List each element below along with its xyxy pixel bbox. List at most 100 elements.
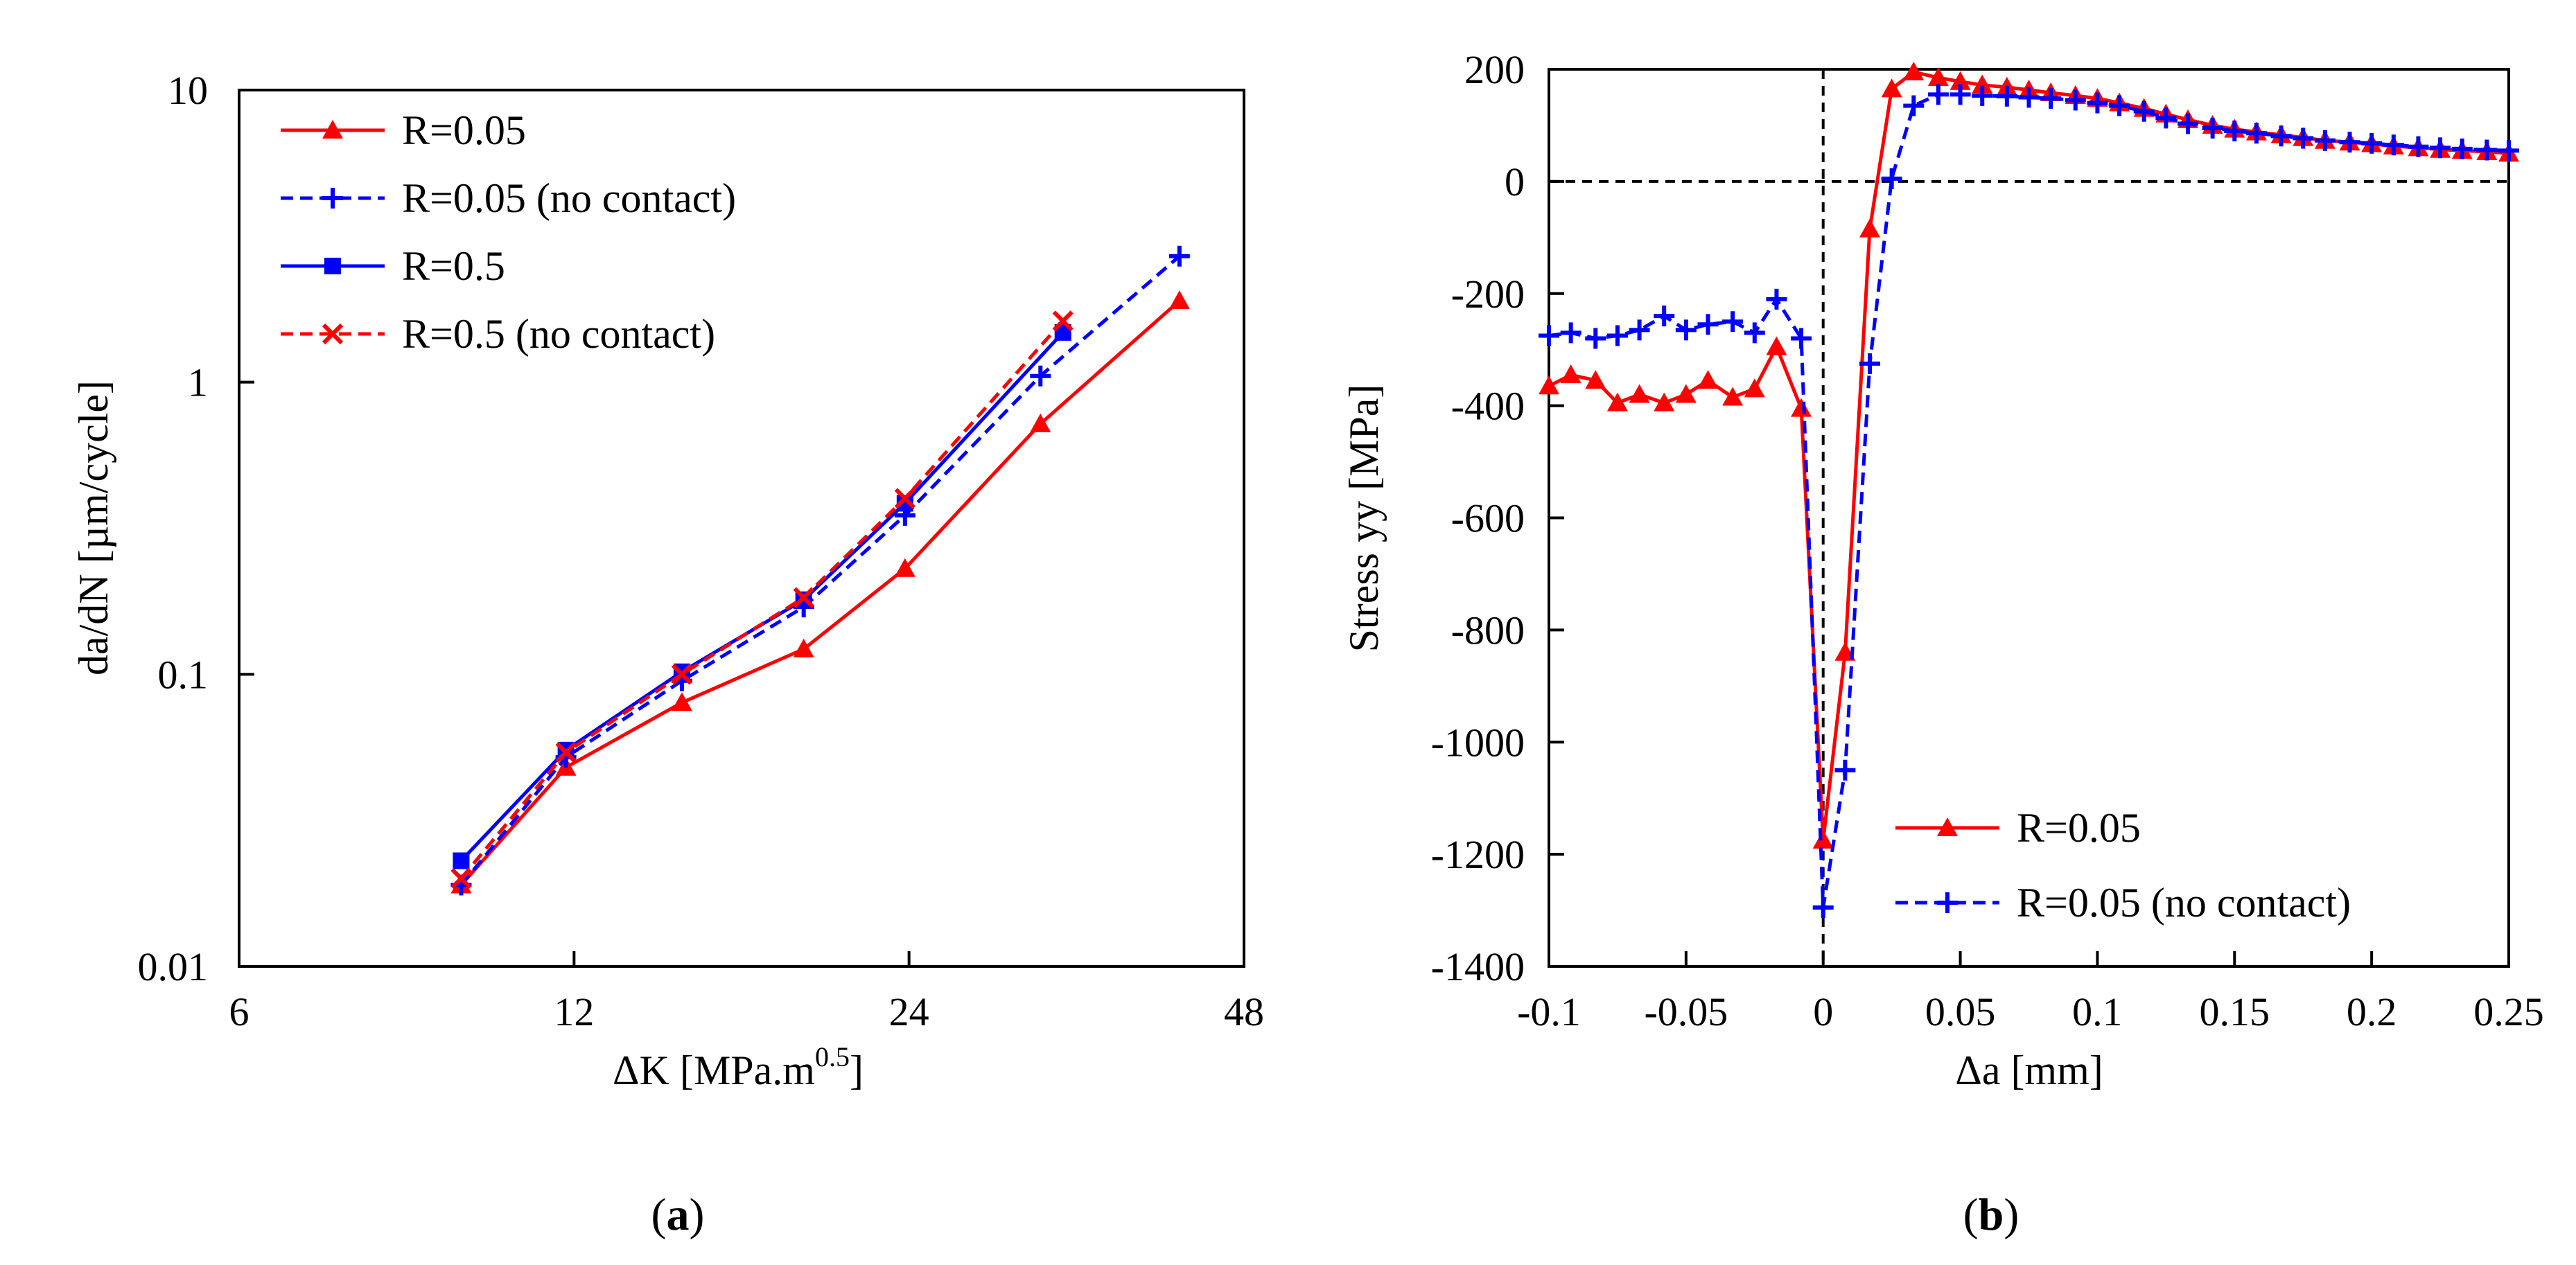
chart-a-legend-marker-3-d2 xyxy=(322,323,344,345)
chart-a-point-3-5-d2 xyxy=(1052,310,1074,332)
chart-b-point-1-3 xyxy=(1606,325,1628,346)
chart-b-point-0-14 xyxy=(1859,218,1880,238)
chart-a-point-0-4 xyxy=(894,558,915,577)
chart-b-point-1-0 xyxy=(1539,325,1559,346)
chart-b-point-1-33 xyxy=(2293,127,2314,149)
chart-b-point-0-0 xyxy=(1539,375,1559,395)
chart-b-point-1-23 xyxy=(2065,89,2086,111)
chart-a-xlabel-sup: 0.5 xyxy=(815,1041,850,1072)
chart-b-point-1-15 xyxy=(1881,168,1902,189)
chart-b-point-1-29 xyxy=(2202,117,2223,139)
chart-b-point-1-32 xyxy=(2270,125,2292,147)
chart-a-ytick-label-2: 1 xyxy=(188,360,208,405)
chart-a-legend-marker-3 xyxy=(322,323,344,345)
chart-b-point-1-8 xyxy=(1722,311,1744,333)
chart-b-point-1-19 xyxy=(1972,85,1993,107)
chart-b-ytick-label-2: -1000 xyxy=(1431,720,1525,765)
chart-a-ticks: 6 12 24 48 0.01 0.1 1 10 xyxy=(138,68,1265,1034)
chart-b-xtick-label-1: -0.05 xyxy=(1644,989,1728,1034)
chart-b-point-0-18 xyxy=(1949,71,1971,90)
chart-a-point-1-5 xyxy=(1030,365,1051,387)
chart-b-ytick-label-5: -400 xyxy=(1451,384,1525,429)
chart-b-reference-lines xyxy=(1549,69,2509,966)
chart-a-legend-label-2: R=0.5 xyxy=(402,243,505,289)
chart-a-point-3-3 xyxy=(793,587,814,608)
chart-b-series-line-1 xyxy=(1548,92,2509,908)
chart-a-legend-marker-2 xyxy=(324,258,341,274)
chart-b-point-1-36 xyxy=(2361,132,2383,154)
chart-a-point-1-6 xyxy=(1168,245,1190,267)
chart-b-point-1-24 xyxy=(2087,92,2108,114)
chart-b-point-1-13 xyxy=(1834,759,1856,781)
chart-b-point-0-16 xyxy=(1903,62,1925,81)
chart-a-panel-label: (a) xyxy=(651,1189,705,1240)
chart-b-point-1-11 xyxy=(1791,328,1812,349)
chart-a-point-3-4-d2 xyxy=(894,488,915,509)
chart-b-point-1-42 xyxy=(2498,140,2519,161)
chart-a-legend-marker-0 xyxy=(322,120,343,139)
chart-b-point-1-31 xyxy=(2245,123,2267,144)
chart-b-point-0-2 xyxy=(1585,370,1606,389)
chart-a-panel-letter: a xyxy=(667,1189,690,1240)
chart-b-point-1-28 xyxy=(2178,113,2199,134)
chart-b-series-line-0 xyxy=(1548,70,2509,841)
chart-a-legend-marker-1 xyxy=(322,188,343,209)
chart-b-point-0-17 xyxy=(1927,67,1949,87)
chart-a-xtick-label-3: 48 xyxy=(1224,989,1264,1034)
chart-b-point-0-4 xyxy=(1629,384,1650,403)
chart-a-point-3-0-d2 xyxy=(450,867,472,890)
chart-b-point-0-7 xyxy=(1697,370,1719,389)
chart-a-xlabel: ΔK [MPa.m0.5] xyxy=(613,1041,864,1093)
chart-b-point-1-7 xyxy=(1697,314,1719,335)
chart-b-ytick-label-1: -1200 xyxy=(1431,832,1525,877)
chart-b-panel-label: (b) xyxy=(1963,1189,2019,1240)
chart-a-plot-frame xyxy=(238,89,1245,968)
chart-b-point-0-1 xyxy=(1560,364,1581,384)
chart-b-point-1-30 xyxy=(2224,121,2245,142)
chart-a-point-3-1 xyxy=(555,742,577,763)
chart-b-xtick-label-5: 0.15 xyxy=(2200,989,2270,1034)
chart-b-xtick-label-4: 0.1 xyxy=(2072,989,2123,1034)
chart-b-xtick-label-7: 0.25 xyxy=(2473,989,2544,1034)
chart-b-legend-label-1: R=0.05 (no contact) xyxy=(2017,880,2351,926)
chart-b-point-1-17 xyxy=(1927,84,1949,105)
chart-a-ytick-label-3: 10 xyxy=(168,68,208,113)
chart-a-series xyxy=(450,245,1190,896)
chart-a-series-line-3 xyxy=(459,319,1064,880)
chart-b-point-1-12 xyxy=(1812,897,1834,919)
chart-b-panel-letter: b xyxy=(1979,1189,2004,1240)
chart-b-point-1-21 xyxy=(2018,87,2040,108)
chart-b-point-0-15 xyxy=(1881,78,1902,98)
chart-a-point-3-5 xyxy=(1052,310,1074,332)
chart-b-point-1-6 xyxy=(1675,319,1697,341)
chart-b-xtick-label-0: -0.1 xyxy=(1517,989,1581,1034)
chart-b-point-0-11 xyxy=(1791,398,1812,417)
chart-b-series xyxy=(1539,62,2519,919)
chart-b-ytick-label-6: -200 xyxy=(1451,272,1525,317)
chart-b-point-1-39 xyxy=(2430,137,2451,159)
chart-b-ytick-label-0: -1400 xyxy=(1431,944,1525,989)
chart-b-legend-marker-0 xyxy=(1937,817,1958,836)
chart-b-point-1-20 xyxy=(1996,85,2017,107)
chart-a-xtick-label-2: 24 xyxy=(889,989,929,1034)
chart-b-point-1-10 xyxy=(1766,288,1787,310)
chart-b-point-0-3 xyxy=(1606,392,1628,412)
chart-b-point-1-2 xyxy=(1585,328,1606,349)
chart-b-legend-marker-1 xyxy=(1937,892,1958,913)
chart-a-ytick-label-0: 0.01 xyxy=(138,944,209,989)
chart-b-point-0-19 xyxy=(1972,74,1993,94)
chart-a-point-3-4 xyxy=(894,488,915,509)
chart-a-xlabel-tail: ] xyxy=(850,1047,864,1093)
chart-a-legend-label-1: R=0.05 (no contact) xyxy=(402,175,736,221)
chart-b-xlabel: Δa [mm] xyxy=(1955,1047,2103,1093)
chart-b-ytick-label-3: -800 xyxy=(1451,608,1525,653)
chart-b-point-1-9 xyxy=(1744,322,1765,344)
chart-b: -0.1 -0.05 0 0.05 0.1 0.15 0.2 0.25 -1400 -1200 -1… xyxy=(1341,47,2544,1240)
chart-a-point-0-2 xyxy=(671,692,692,711)
chart-b-point-1-41 xyxy=(2476,139,2498,161)
chart-b-point-0-9 xyxy=(1744,378,1765,398)
chart-a-legend-label-0: R=0.05 xyxy=(402,107,526,153)
chart-b-point-0-10 xyxy=(1766,336,1787,355)
chart-b-point-1-4 xyxy=(1629,319,1650,341)
chart-b-point-1-1 xyxy=(1560,322,1581,344)
